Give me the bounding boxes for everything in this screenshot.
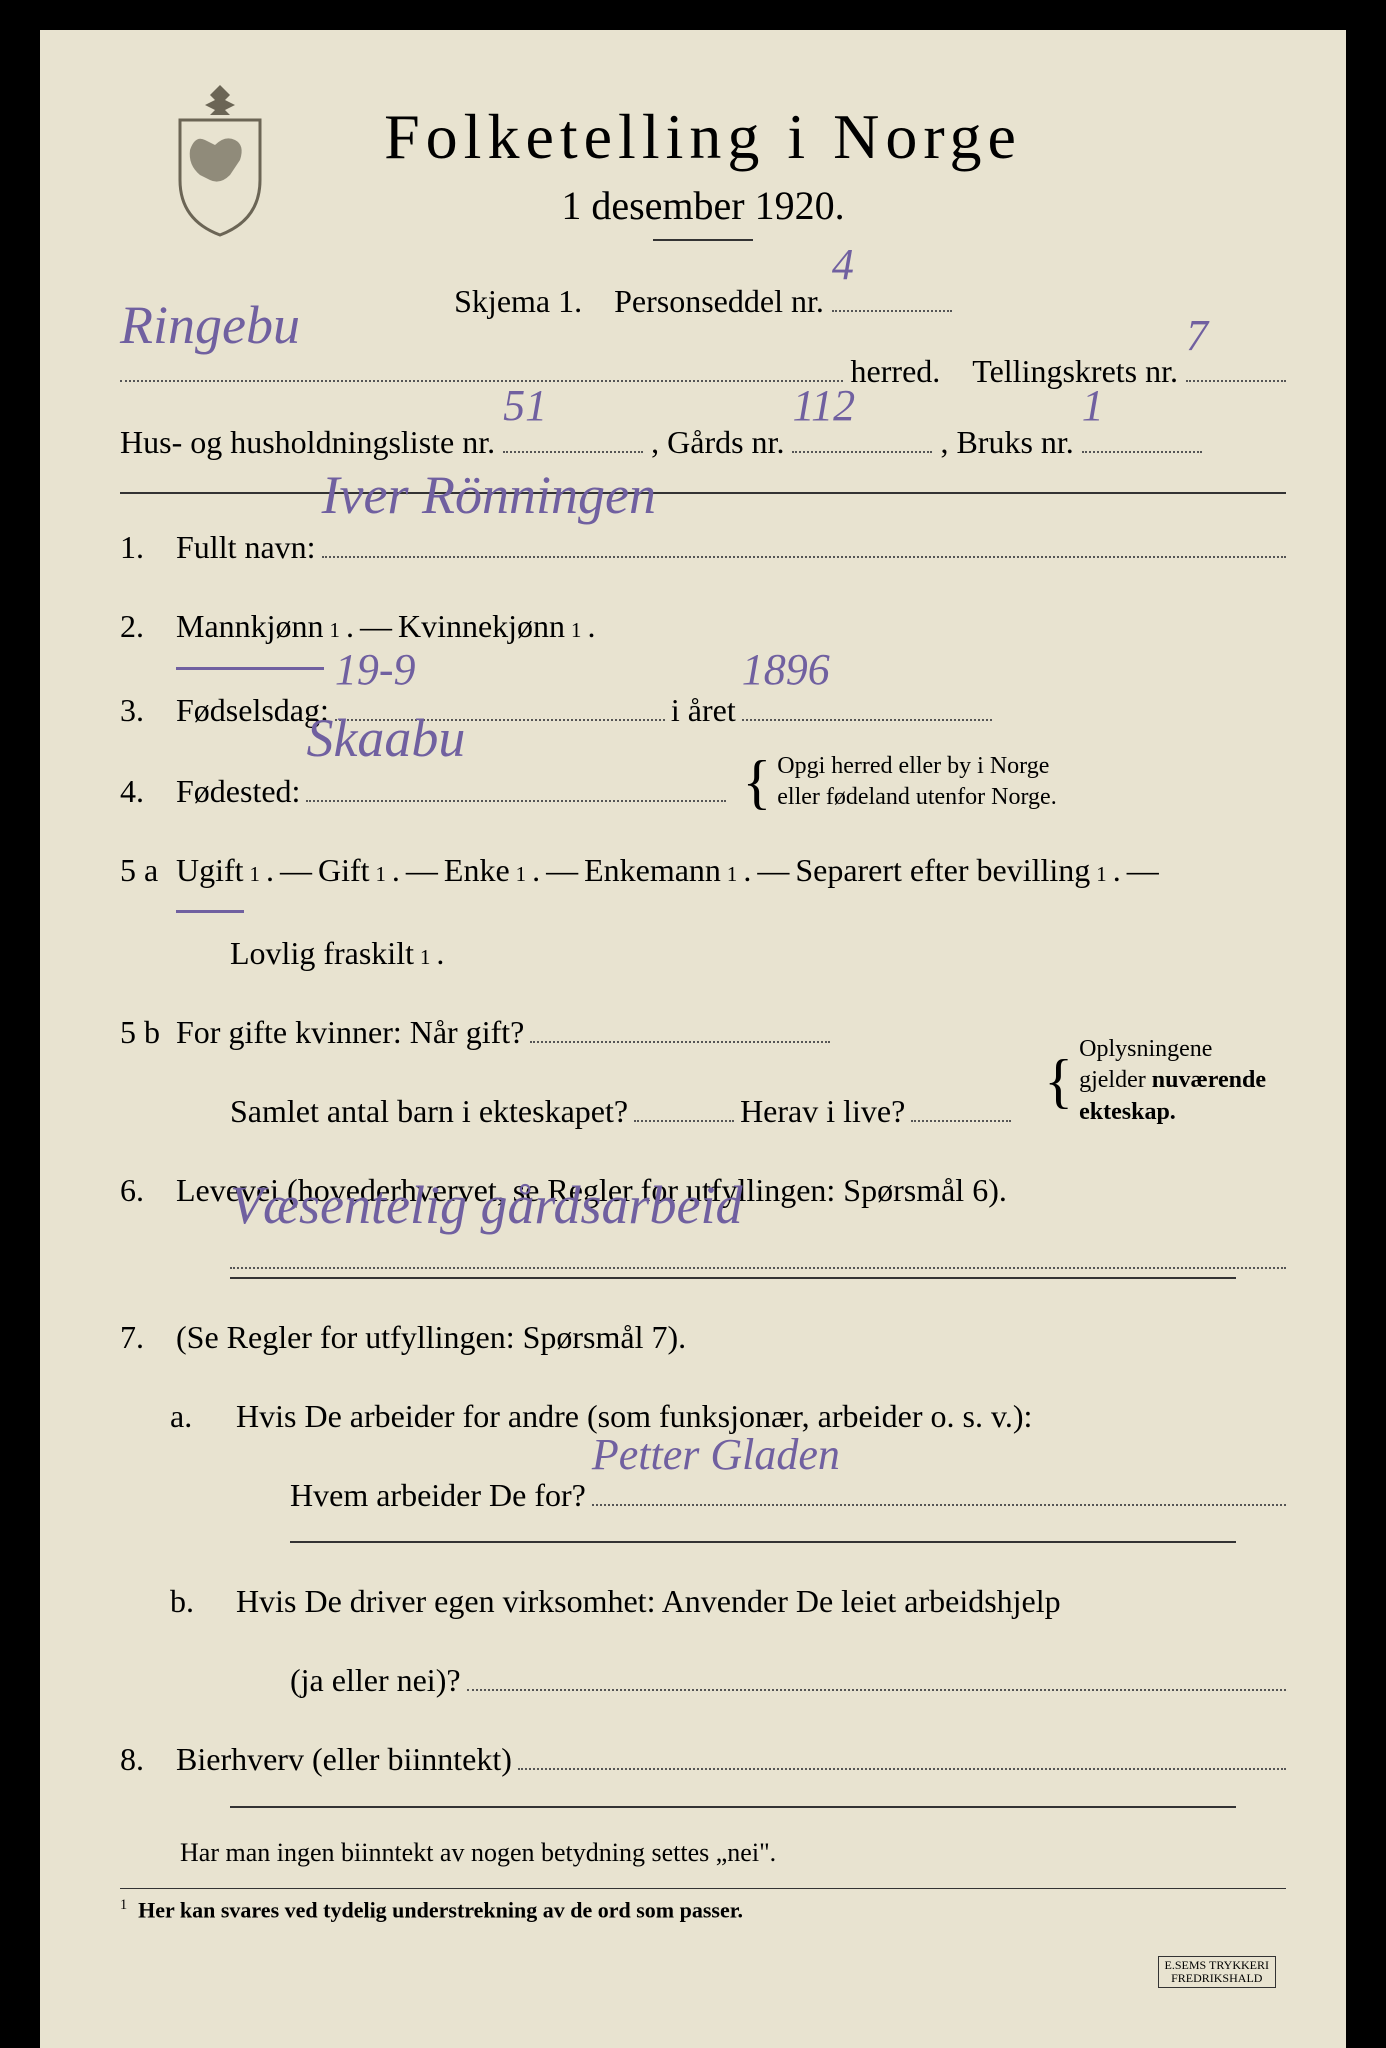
q5a-gift: Gift <box>318 832 370 909</box>
q5a-enkemann: Enkemann <box>584 832 721 909</box>
census-form-page: Folketelling i Norge 1 desember 1920. Sk… <box>0 0 1386 2048</box>
q5a-line: 5 a Ugift1. — Gift1. — Enke1. — Enkemann… <box>120 832 1286 914</box>
q7-line: 7. (Se Regler for utfyllingen: Spørsmål … <box>120 1299 1286 1376</box>
personseddel-value: 4 <box>832 217 854 314</box>
q8-line: 8. Bierhverv (eller biinntekt) <box>120 1721 1286 1798</box>
q2-kvinne: Kvinnekjønn <box>398 588 565 665</box>
q3-mid: i året <box>671 672 736 749</box>
q4-label: Fødested: <box>176 753 300 830</box>
coat-of-arms-icon <box>160 80 280 240</box>
q7-label: (Se Regler for utfyllingen: Spørsmål 7). <box>176 1299 686 1376</box>
q5b-line1: 5 b For gifte kvinner: Når gift? { Oplys… <box>120 994 1286 1071</box>
tellingskrets-label: Tellingskrets nr. <box>972 336 1178 406</box>
q5a-num: 5 a <box>120 832 170 909</box>
page-subtitle: 1 desember 1920. <box>120 182 1286 229</box>
q4-value: Skaabu <box>306 674 465 804</box>
q3-num: 3. <box>120 672 170 749</box>
q1-num: 1. <box>120 509 170 586</box>
q7a-value: Petter Gladen <box>592 1402 840 1508</box>
q5b-label3: Herav i live? <box>740 1073 905 1150</box>
q7a-underline <box>290 1541 1236 1543</box>
q5a-ugift: Ugift <box>176 832 244 914</box>
q7b-line2: (ja eller nei)? <box>290 1642 1286 1719</box>
q7b-label1: Hvis De driver egen virksomhet: Anvender… <box>236 1563 1061 1640</box>
bruks-label: , Bruks nr. <box>940 407 1073 477</box>
q2-num: 2. <box>120 588 170 665</box>
q5a-lovlig: Lovlig fraskilt <box>230 915 414 992</box>
footer-note: Har man ingen biinntekt av nogen betydni… <box>180 1838 1286 1868</box>
q6-underline <box>230 1277 1236 1279</box>
q5a-line2: Lovlig fraskilt1. <box>230 915 1286 992</box>
gards-value: 112 <box>792 358 855 455</box>
q8-label: Bierhverv (eller biinntekt) <box>176 1721 512 1798</box>
printer-mark: E.SEMS TRYKKERI FREDRIKSHALD <box>1158 1956 1276 1988</box>
herred-value: Ringebu <box>120 266 300 385</box>
q2-mann: Mannkjønn <box>176 588 324 670</box>
q7b-num: b. <box>170 1563 230 1640</box>
divider <box>120 492 1286 494</box>
personseddel-label: Personseddel nr. <box>614 266 824 336</box>
q6-value: Væsentelig gårdsarbeid <box>230 1141 742 1271</box>
meta-line-2: Ringebu herred. Tellingskrets nr. 7 <box>120 336 1286 406</box>
q4-note: { Opgi herred eller by i Norge eller fød… <box>742 751 1056 813</box>
q5b-label1: For gifte kvinner: Når gift? <box>176 994 524 1071</box>
herred-label: herred. <box>851 336 941 406</box>
q5a-separert: Separert efter bevilling <box>795 832 1090 909</box>
q7a-num: a. <box>170 1378 230 1455</box>
q7-num: 7. <box>120 1299 170 1376</box>
q4-line: 4. Fødested: Skaabu { Opgi herred eller … <box>120 751 1286 830</box>
footnote: 1 Her kan svares ved tydelig understrekn… <box>120 1888 1286 1923</box>
skjema-label: Skjema 1. <box>454 266 582 336</box>
header-block: Folketelling i Norge 1 desember 1920. <box>120 80 1286 241</box>
q7b-label2: (ja eller nei)? <box>290 1642 461 1719</box>
q4-num: 4. <box>120 753 170 830</box>
meta-line-3: Hus- og husholdningsliste nr. 51 , Gårds… <box>120 407 1286 477</box>
q6-num: 6. <box>120 1152 170 1229</box>
gards-label: , Gårds nr. <box>651 407 784 477</box>
q1-label: Fullt navn: <box>176 509 316 586</box>
tellingskrets-value: 7 <box>1186 288 1208 385</box>
bruks-value: 1 <box>1082 358 1104 455</box>
q5b-note: { Oplysningene gjelder nuværende ekteska… <box>1044 1034 1266 1128</box>
q6-value-line: Væsentelig gårdsarbeid <box>230 1231 1286 1269</box>
q8-num: 8. <box>120 1721 170 1798</box>
q5a-enke: Enke <box>444 832 510 909</box>
q1-value: Iver Rönningen <box>322 431 656 561</box>
q1-line: 1. Fullt navn: Iver Rönningen <box>120 509 1286 586</box>
q7a-line2: Hvem arbeider De for? Petter Gladen <box>290 1457 1286 1534</box>
q7a-label2: Hvem arbeider De for? <box>290 1457 586 1534</box>
q3-line: 3. Fødselsdag: 19-9 i året 1896 <box>120 672 1286 749</box>
q2-line: 2. Mannkjønn1. — Kvinnekjønn1. <box>120 588 1286 670</box>
q7b-line1: b. Hvis De driver egen virksomhet: Anven… <box>120 1563 1286 1640</box>
divider <box>653 239 753 241</box>
q8-underline <box>230 1806 1236 1808</box>
page-title: Folketelling i Norge <box>120 80 1286 174</box>
q5b-label2: Samlet antal barn i ekteskapet? <box>230 1073 628 1150</box>
q5b-num: 5 b <box>120 994 170 1071</box>
q3-year: 1896 <box>742 617 830 723</box>
